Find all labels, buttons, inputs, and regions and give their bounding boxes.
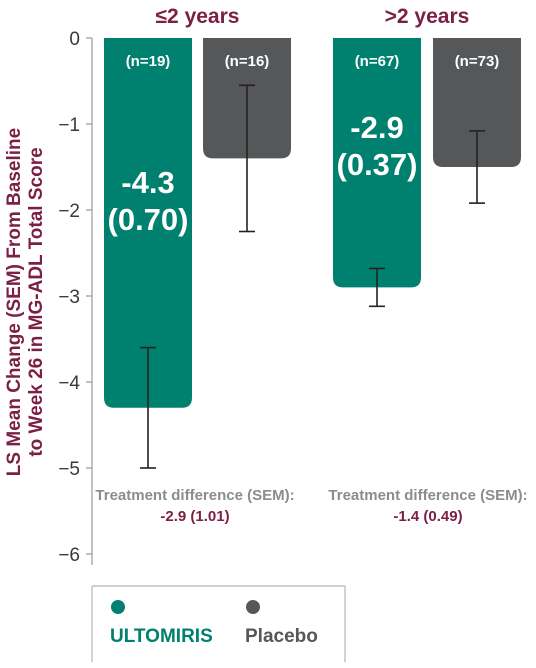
y-axis-label-line-1: LS Mean Change (SEM) From Baseline (4, 128, 25, 476)
bar-value-label: -2.9 (350, 110, 403, 145)
y-tick-label: −2 (58, 201, 80, 222)
legend-swatch-ultomiris (111, 600, 125, 614)
bar-ultomiris (333, 38, 421, 288)
y-tick-label: −3 (58, 287, 80, 308)
treatment-difference-value: -2.9 (1.01) (160, 508, 229, 525)
group-labels: ≤2 years >2 years (156, 5, 470, 28)
y-tick-label: −1 (58, 115, 80, 136)
group-label: ≤2 years (156, 5, 240, 28)
bars: (n=19) -4.3(0.70) (n=16) (n=67) -2.9(0.37) (n… (104, 38, 521, 469)
y-tick-label: 0 (69, 29, 80, 50)
bar-n-label: (n=19) (126, 53, 171, 70)
y-axis: 0 −1 −2 −3 −4 −5 −6 (58, 29, 93, 566)
y-tick-label: −6 (58, 545, 80, 566)
legend-label: Placebo (245, 626, 318, 647)
y-axis-label: LS Mean Change (SEM) From Baseline to We… (4, 128, 47, 476)
treatment-difference-title: Treatment difference (SEM): (328, 487, 527, 504)
bar-n-label: (n=16) (225, 53, 270, 70)
bar-ultomiris (104, 38, 192, 408)
bar-n-label: (n=73) (455, 53, 500, 70)
treatment-difference-value: -1.4 (0.49) (393, 508, 462, 525)
bar-value-label: (0.70) (108, 202, 189, 237)
treatment-differences: Treatment difference (SEM): -2.9 (1.01) Tr… (95, 487, 527, 525)
bar-value-label: (0.37) (337, 147, 418, 182)
treatment-difference-title: Treatment difference (SEM): (95, 487, 294, 504)
bar-placebo (433, 38, 521, 167)
y-axis-label-line-2: to Week 26 in MG-ADL Total Score (26, 147, 47, 456)
legend-swatch-placebo (246, 600, 260, 614)
y-tick-label: −5 (58, 459, 80, 480)
y-tick-label: −4 (58, 373, 80, 394)
bar-n-label: (n=67) (355, 53, 400, 70)
group-label: >2 years (385, 5, 470, 28)
legend-label: ULTOMIRIS (110, 626, 213, 647)
legend: ULTOMIRIS Placebo (91, 585, 346, 662)
bar-value-label: -4.3 (121, 165, 174, 200)
